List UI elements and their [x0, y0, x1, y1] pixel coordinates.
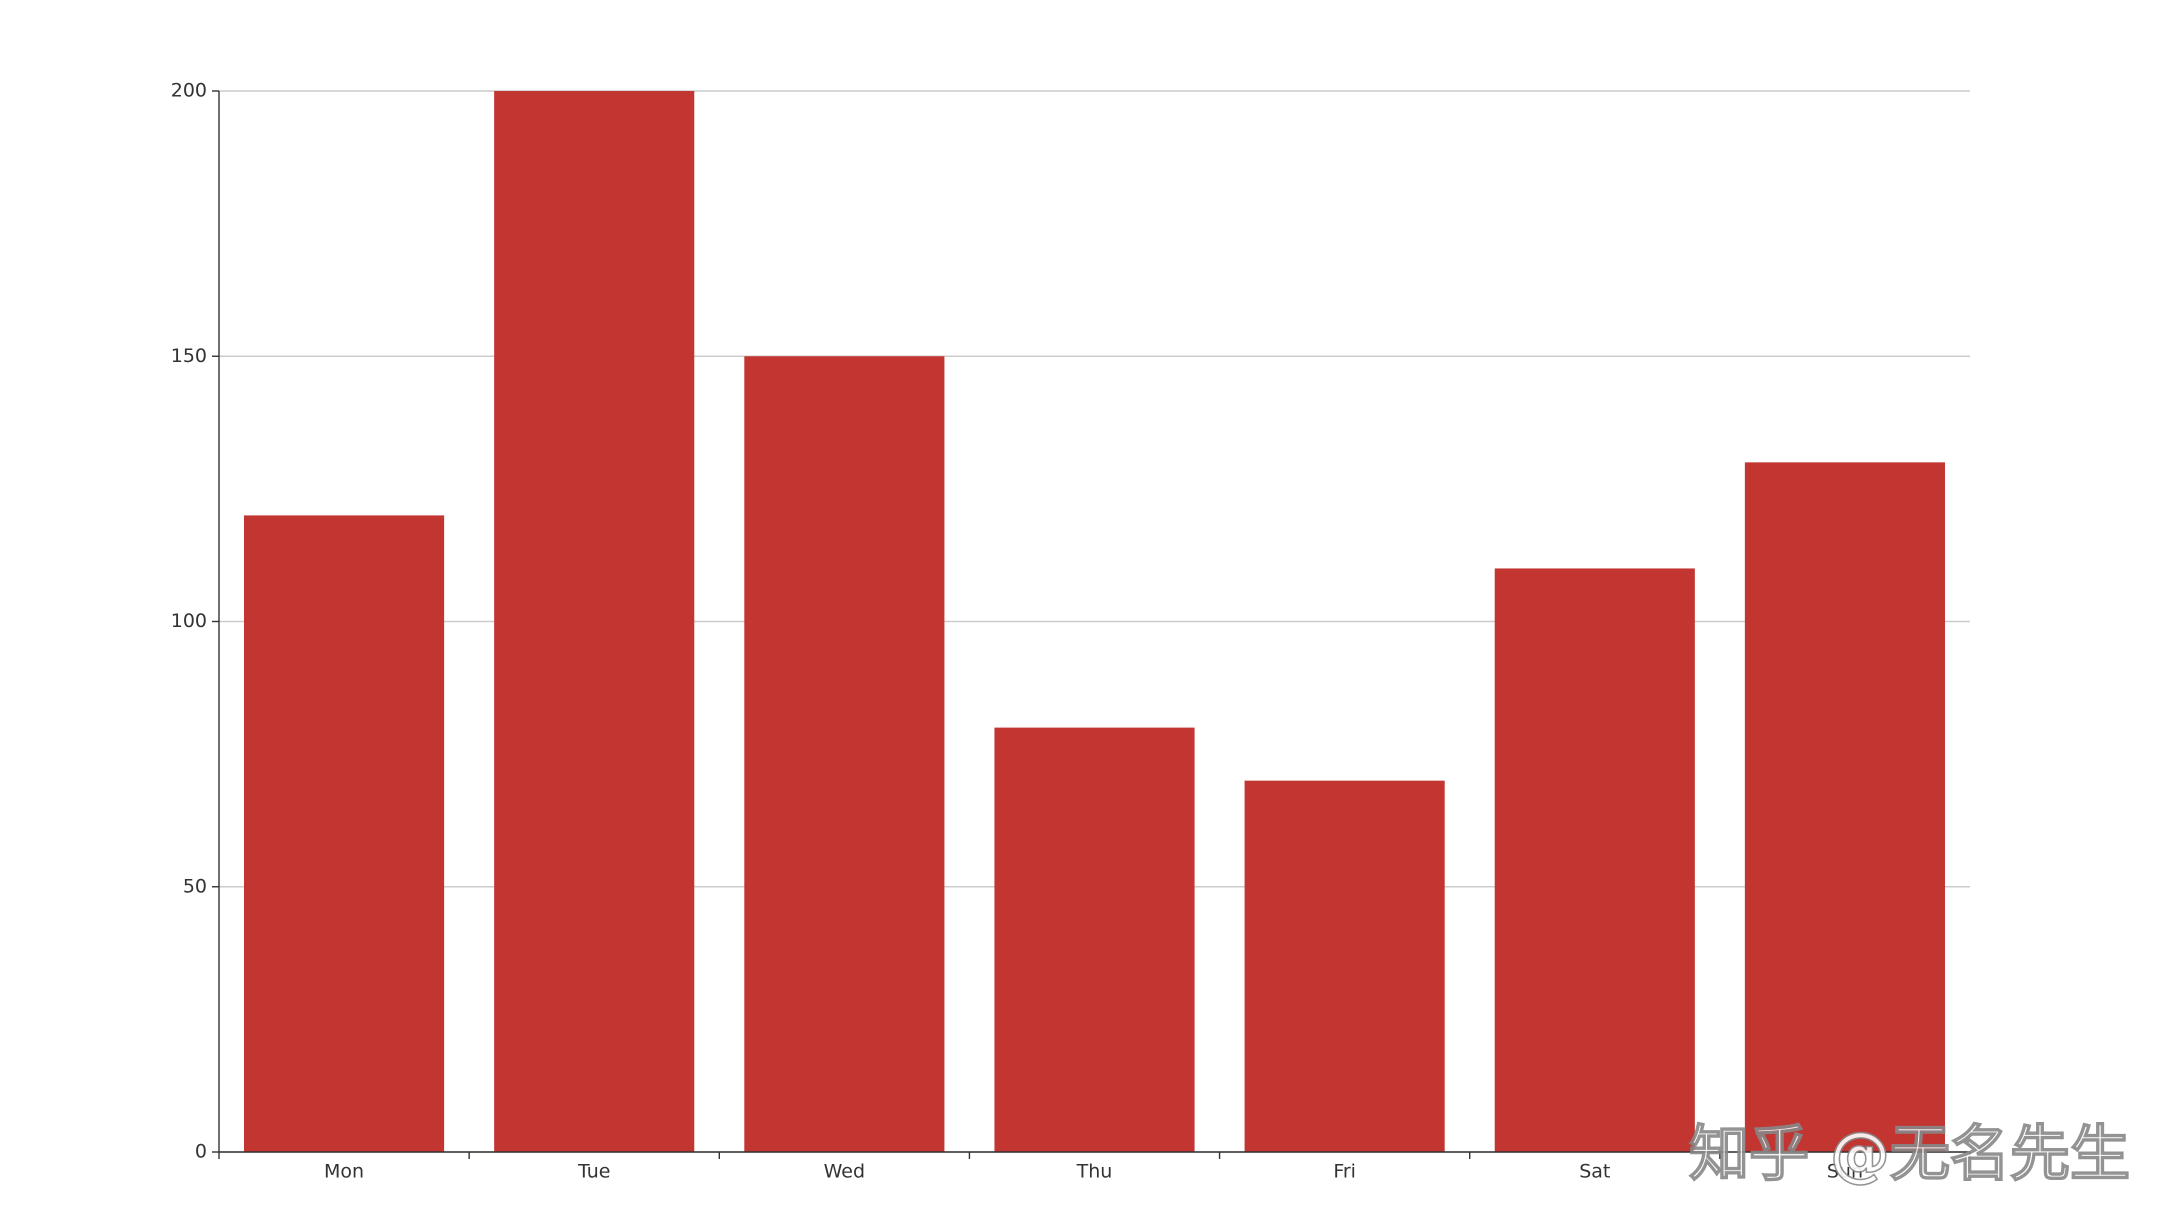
x-tick-label: Fri [1333, 1161, 1356, 1183]
x-tick-label: Wed [824, 1161, 865, 1183]
bar [1744, 462, 1945, 1153]
bar [1244, 780, 1445, 1152]
bar [1494, 568, 1695, 1152]
x-tick-label: Tue [577, 1161, 610, 1183]
bar [244, 515, 445, 1152]
y-tick-label: 200 [171, 80, 207, 102]
y-tick-label: 100 [171, 610, 207, 632]
bar [494, 91, 695, 1152]
x-tick-label: Thu [1076, 1161, 1113, 1183]
y-tick-label: 50 [183, 875, 207, 897]
y-tick-label: 150 [171, 345, 207, 367]
bar [994, 727, 1195, 1152]
x-tick-label: Sun [1827, 1161, 1863, 1183]
x-tick-label: Mon [324, 1161, 364, 1183]
y-tick-label: 0 [195, 1141, 207, 1163]
bar [744, 356, 945, 1152]
x-tick-label: Sat [1579, 1161, 1610, 1183]
watermark: 知乎 @无名先生 [1689, 1120, 2130, 1190]
